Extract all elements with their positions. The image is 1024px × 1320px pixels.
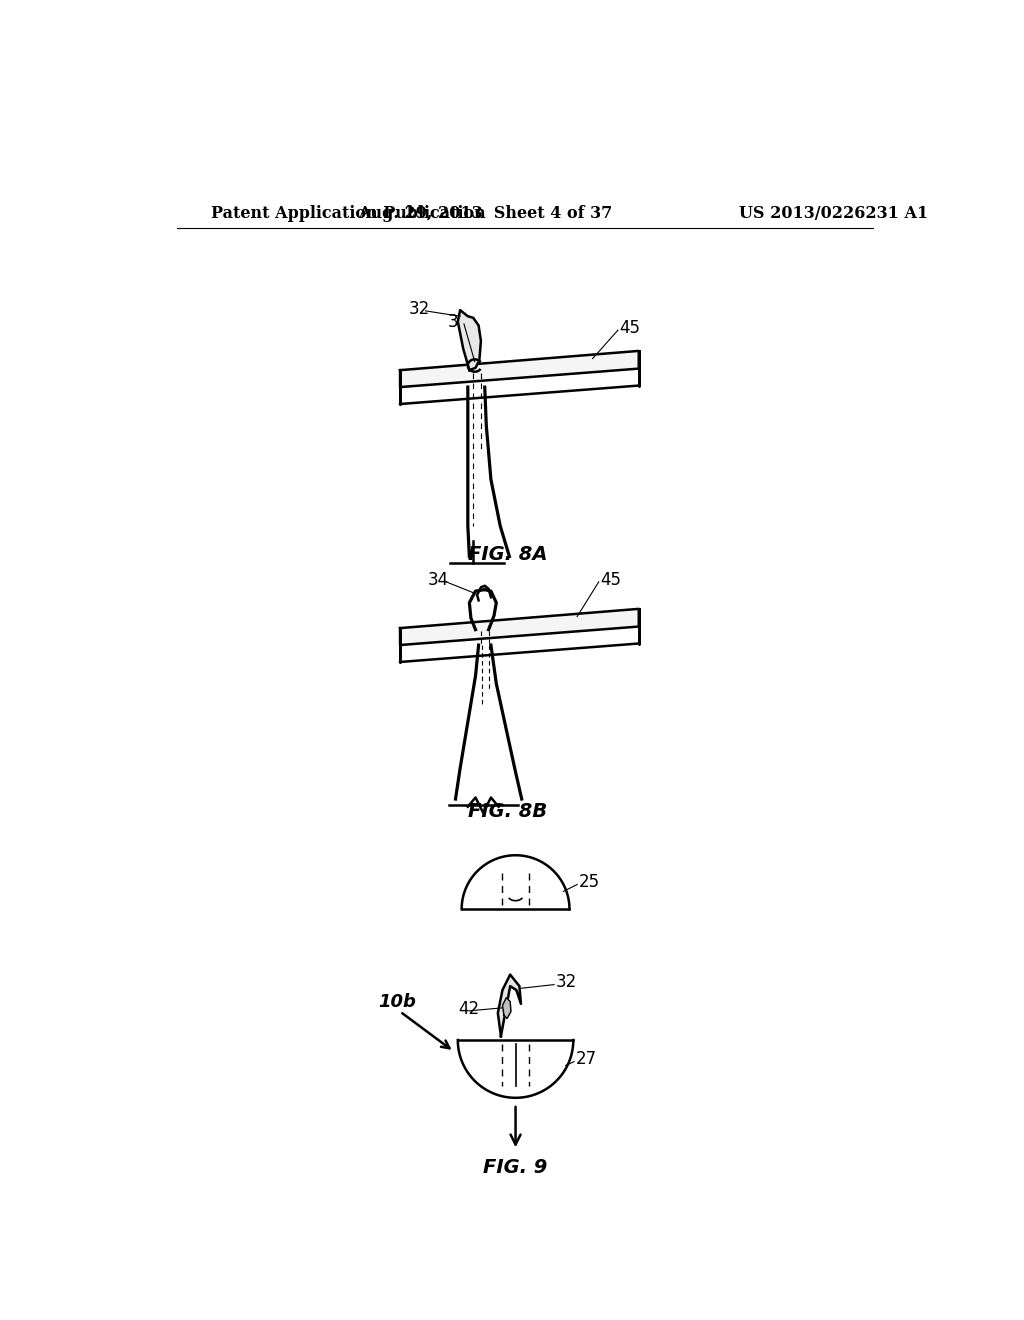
Text: Patent Application Publication: Patent Application Publication [211,206,486,222]
Text: FIG. 9: FIG. 9 [483,1158,548,1176]
Polygon shape [458,310,481,370]
Text: FIG. 8A: FIG. 8A [468,545,548,565]
Text: 34: 34 [428,572,450,589]
Polygon shape [498,974,521,1036]
Text: 27: 27 [575,1051,597,1068]
Text: FIG. 8B: FIG. 8B [468,801,548,821]
Text: 32: 32 [409,300,430,318]
Text: 42: 42 [458,1001,479,1018]
Text: 25: 25 [579,874,600,891]
Text: 34: 34 [447,313,468,331]
Polygon shape [400,351,639,387]
Text: 32: 32 [556,973,577,991]
Polygon shape [400,609,639,645]
Text: 45: 45 [600,572,622,589]
Polygon shape [503,998,511,1019]
Text: 10b: 10b [379,993,417,1011]
Text: US 2013/0226231 A1: US 2013/0226231 A1 [739,206,928,222]
Text: Aug. 29, 2013  Sheet 4 of 37: Aug. 29, 2013 Sheet 4 of 37 [357,206,612,222]
Text: 45: 45 [620,319,640,337]
